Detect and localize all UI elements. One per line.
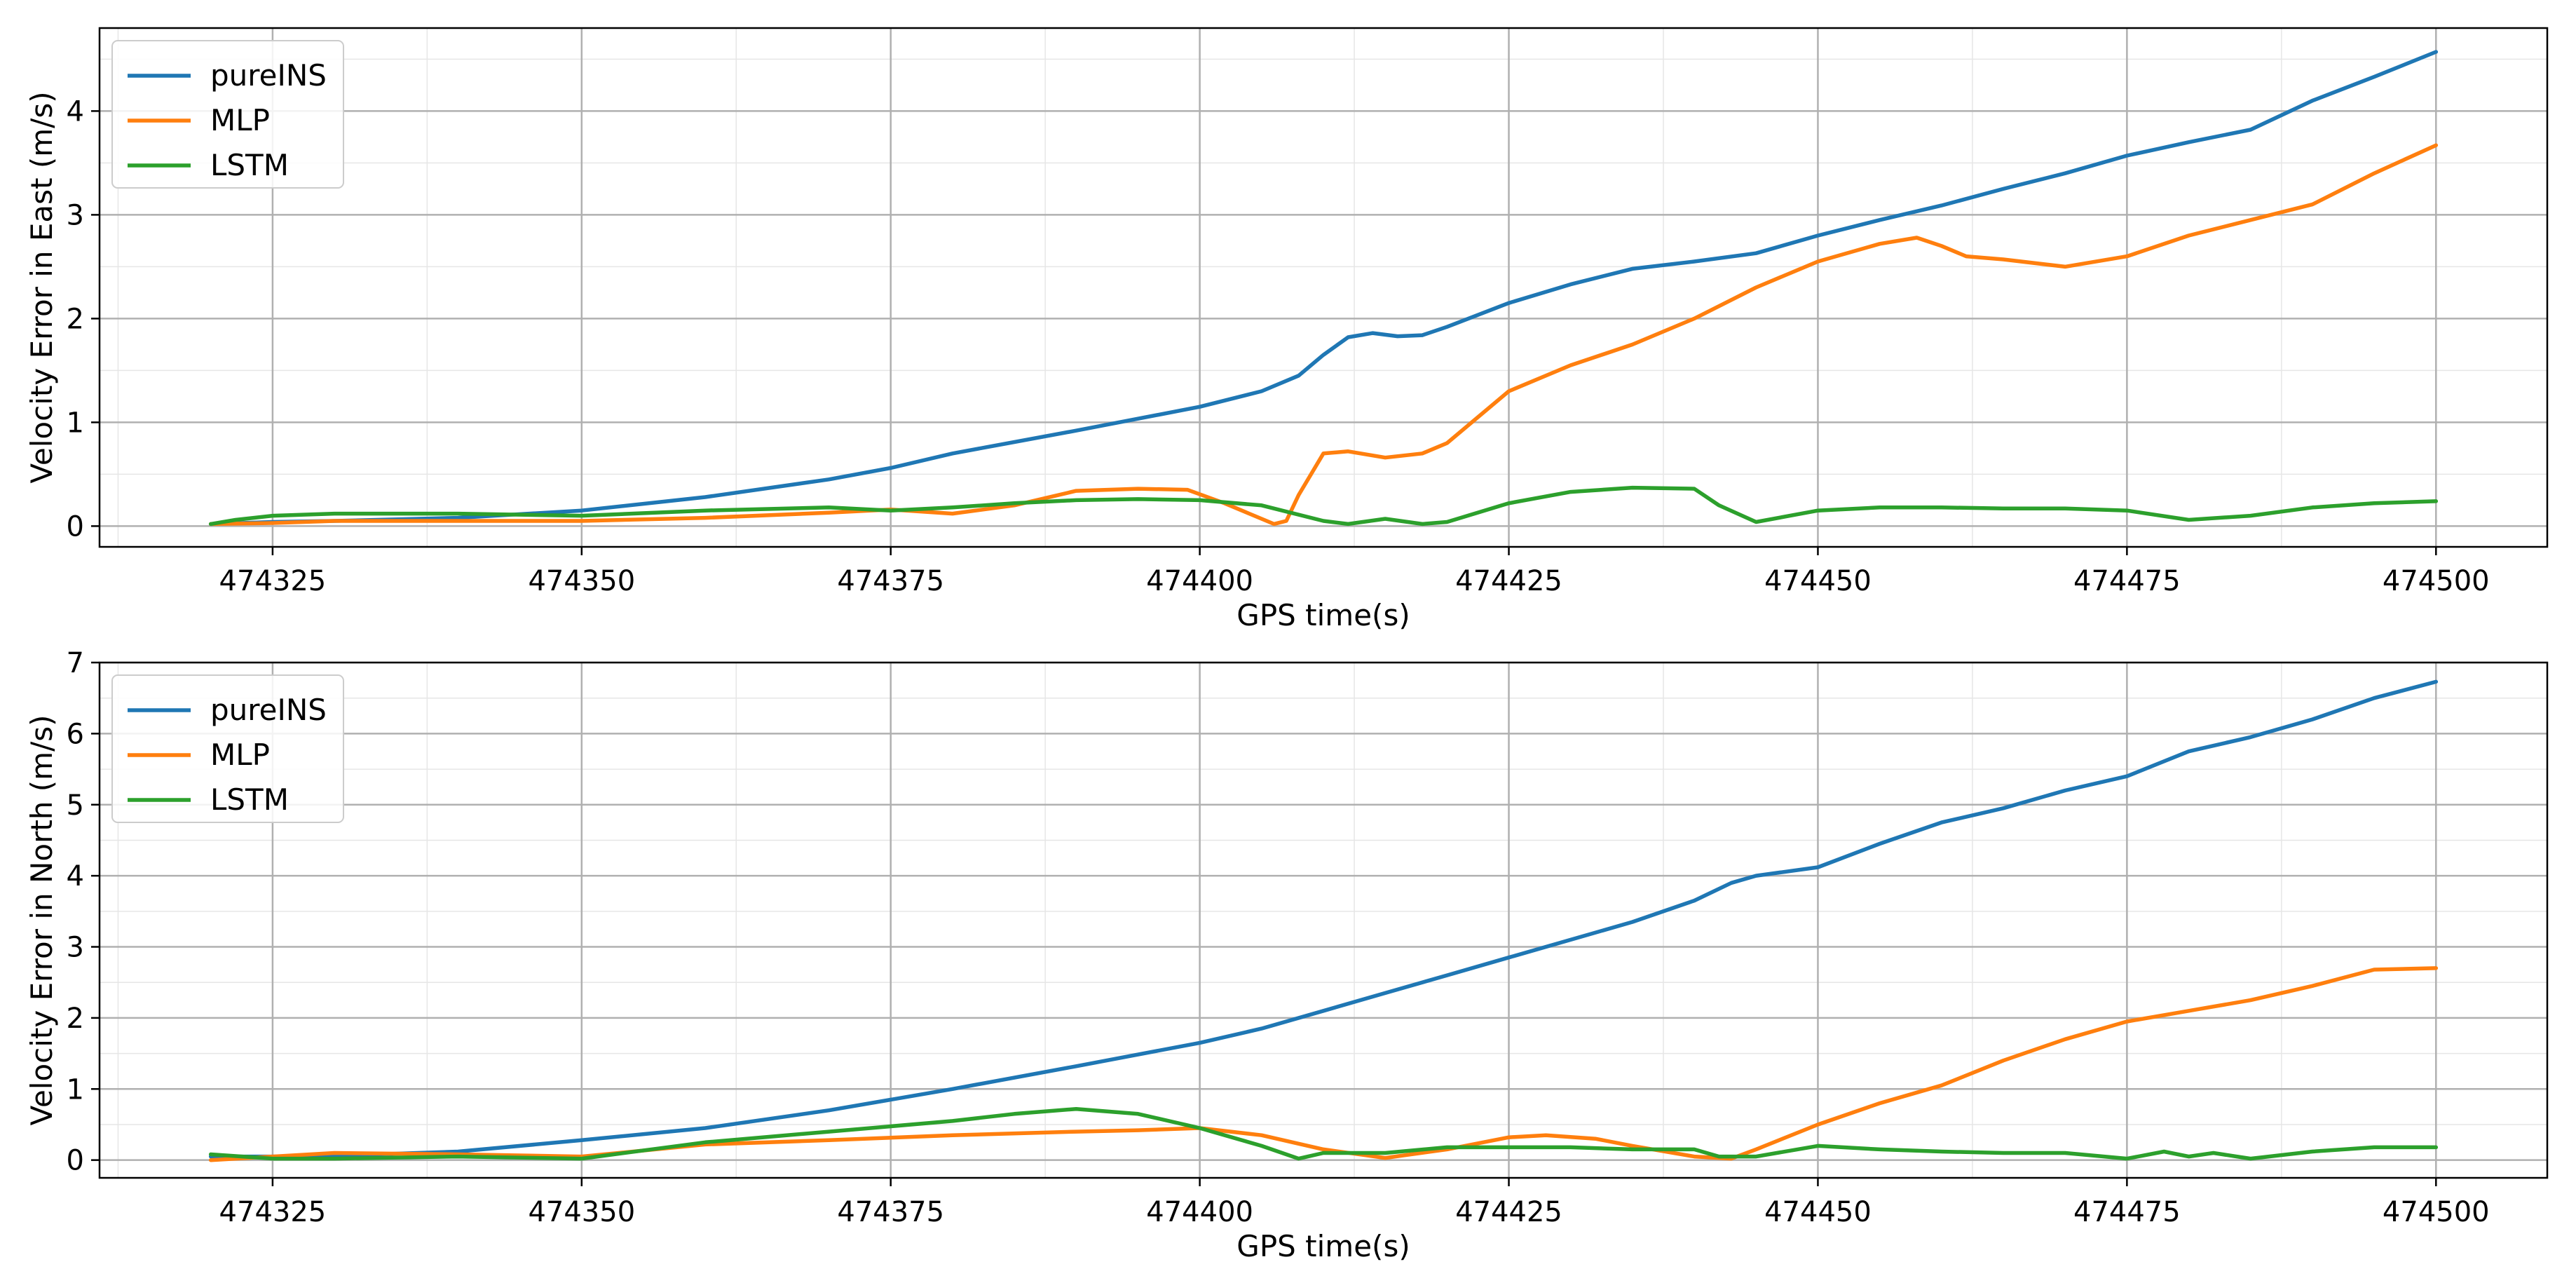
y-tick-label: 7 [67,647,84,679]
x-tick-label: 474500 [2383,1196,2490,1228]
series-line-lstm [208,1106,2439,1161]
y-tick-label: 4 [67,860,84,892]
series-line-pureins [208,50,2439,527]
y-tick-label: 0 [67,1145,84,1177]
y-tick-label: 5 [67,789,84,822]
y-tick-label: 4 [67,95,84,128]
series-group [208,50,2439,527]
y-axis-label: Velocity Error in North (m/s) [25,714,59,1125]
x-tick-label: 474400 [1146,565,1253,597]
north-velocity-error-chart: 474325 474350 474375 474400 474425 474450 4744… [25,647,2549,1263]
series-line-pureins [208,679,2439,1159]
series-group [208,679,2439,1162]
x-tick-label: 474325 [219,1196,327,1228]
grid [100,661,2547,1178]
y-axis-label: Velocity Error in East (m/s) [25,91,59,483]
x-tick-label: 474350 [528,1196,635,1228]
legend-label-pureins: pureINS [210,693,327,727]
y-tick-label: 3 [67,199,84,231]
x-tick-label: 474425 [1455,565,1562,597]
x-tick-label: 474325 [219,565,327,597]
x-axis-label: GPS time(s) [1236,1229,1410,1263]
series-line-mlp [208,966,2439,1162]
x-tick-label: 474450 [1764,565,1872,597]
legend-label-pureins: pureINS [210,58,327,93]
x-tick-label: 474500 [2383,565,2490,597]
x-tick-label: 474450 [1764,1196,1872,1228]
y-tick-label: 2 [67,1003,84,1035]
legend-label-mlp: MLP [210,738,270,772]
y-tick-label: 3 [67,932,84,964]
series-line-lstm [208,485,2439,527]
legend: pureINS MLP LSTM [111,40,344,189]
east-velocity-error-chart: 474325 474350 474375 474400 474425 474450 4744… [25,27,2549,632]
y-tick-label: 6 [67,718,84,750]
y-tick-label: 1 [67,407,84,439]
x-axis-label: GPS time(s) [1236,598,1410,632]
y-tick-label: 1 [67,1073,84,1106]
legend: pureINS MLP LSTM [111,674,344,823]
x-tick-label: 474375 [837,1196,944,1228]
legend-label-lstm: LSTM [210,148,289,182]
x-tick-label: 474375 [837,565,944,597]
x-tick-label: 474350 [528,565,635,597]
x-tick-label: 474475 [2073,1196,2181,1228]
legend-label-lstm: LSTM [210,782,289,817]
y-tick-label: 2 [67,303,84,335]
x-tick-label: 474475 [2073,565,2181,597]
legend-label-mlp: MLP [210,103,270,137]
plot-frame [98,661,2549,1179]
y-tick-label: 0 [67,510,84,543]
plot-frame [98,27,2549,548]
x-tick-label: 474400 [1146,1196,1253,1228]
x-tick-label: 474425 [1455,1196,1562,1228]
